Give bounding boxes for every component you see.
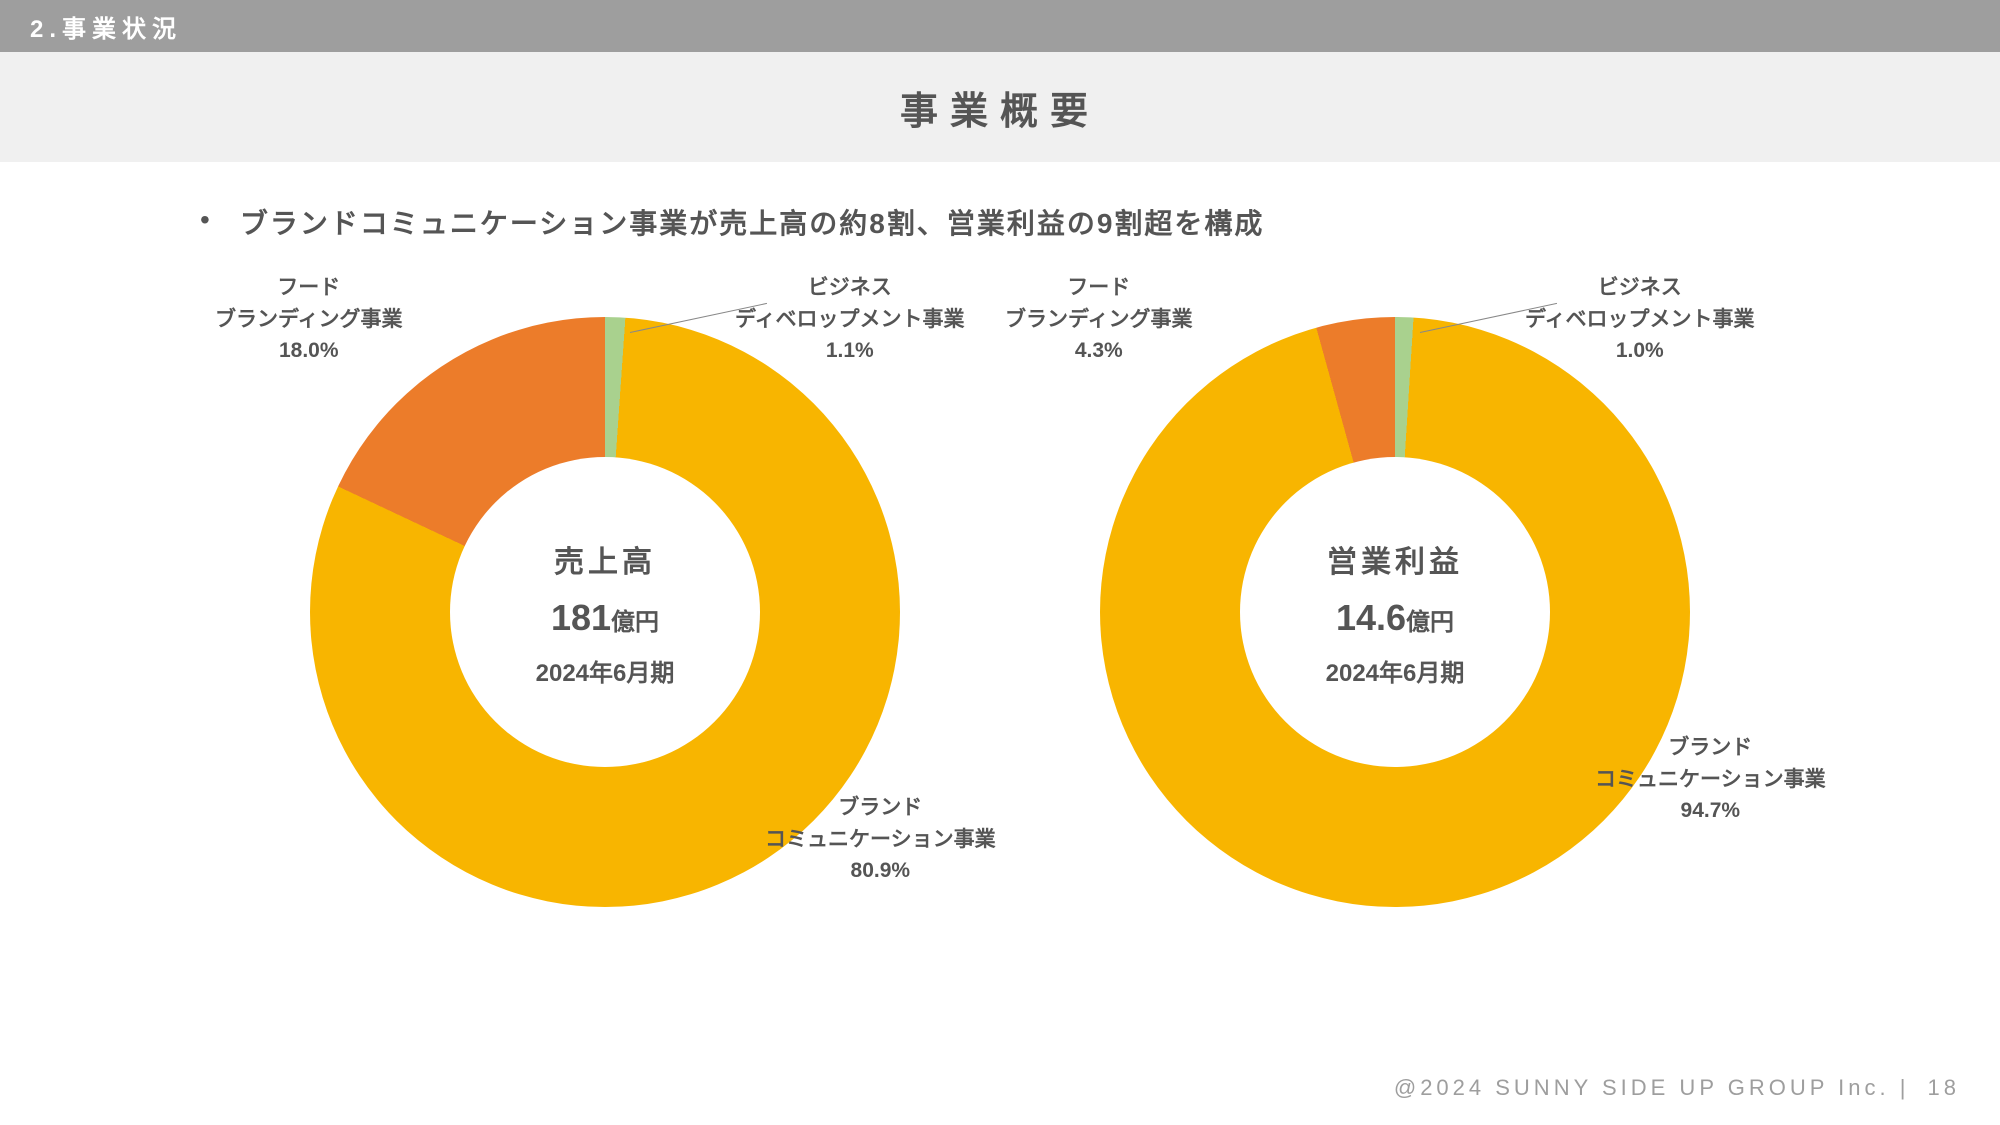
revenue-chart: 売上高 181億円 2024年6月期 フードブランディング事業18.0%ビジネス…	[295, 302, 915, 922]
section-label: 2.事業状況	[30, 9, 182, 44]
section-header: 2.事業状況	[0, 0, 2000, 52]
center-title: 営業利益	[1327, 537, 1463, 581]
donut-center: 売上高 181億円 2024年6月期	[450, 457, 760, 767]
center-unit: 億円	[1406, 609, 1454, 636]
bullet-row: • ブランドコミュニケーション事業が売上高の約8割、営業利益の9割超を構成	[0, 162, 2000, 242]
donut-center: 営業利益 14.6億円 2024年6月期	[1240, 457, 1550, 767]
copyright: @2024 SUNNY SIDE UP GROUP Inc.	[1394, 1075, 1890, 1100]
center-value: 181億円	[551, 597, 659, 639]
bullet-icon: •	[200, 204, 210, 236]
charts-row: 売上高 181億円 2024年6月期 フードブランディング事業18.0%ビジネス…	[0, 302, 2000, 922]
label-food-branding: フードブランディング事業4.3%	[1005, 272, 1193, 367]
label-food-branding: フードブランディング事業18.0%	[215, 272, 403, 367]
label-brand-comm: ブランドコミュニケーション事業94.7%	[1595, 732, 1826, 827]
op-profit-chart: 営業利益 14.6億円 2024年6月期 フードブランディング事業4.3%ビジネ…	[1085, 302, 1705, 922]
title-bar: 事業概要	[0, 52, 2000, 162]
label-biz-dev: ビジネスディベロップメント事業1.0%	[1525, 272, 1755, 367]
center-period: 2024年6月期	[1326, 653, 1465, 688]
center-unit: 億円	[611, 609, 659, 636]
label-biz-dev: ビジネスディベロップメント事業1.1%	[735, 272, 965, 367]
page-title: 事業概要	[900, 80, 1100, 135]
footer: @2024 SUNNY SIDE UP GROUP Inc. | 18	[1394, 1075, 1960, 1101]
bullet-text: ブランドコミュニケーション事業が売上高の約8割、営業利益の9割超を構成	[240, 202, 1265, 242]
label-brand-comm: ブランドコミュニケーション事業80.9%	[765, 792, 996, 887]
center-title: 売上高	[554, 537, 656, 581]
page-number: 18	[1928, 1075, 1960, 1100]
footer-divider: |	[1900, 1075, 1920, 1100]
center-period: 2024年6月期	[536, 653, 675, 688]
center-value: 14.6億円	[1336, 597, 1454, 639]
